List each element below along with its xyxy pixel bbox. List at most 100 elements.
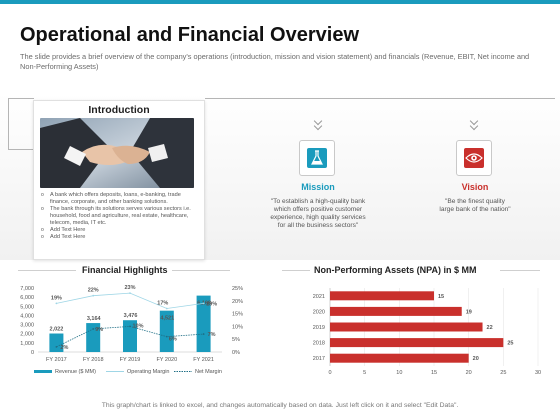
net-margin-label: 10%: [132, 323, 143, 329]
y-tick-label: 3,000: [20, 323, 34, 329]
npa-bar: [330, 322, 483, 332]
y-tick-label: 7,000: [20, 286, 34, 292]
revenue-label: 2,022: [50, 327, 64, 333]
y-tick-label: 2021: [313, 294, 325, 300]
y-tick-label: 0: [31, 350, 34, 356]
net-margin-label: 2%: [60, 345, 68, 351]
revenue-label: 4,521: [160, 316, 174, 322]
npa-bar: [330, 338, 504, 348]
npa-title-rule-left: [282, 270, 310, 271]
revenue-bar: [86, 323, 101, 352]
x-tick-label: FY 2017: [46, 357, 67, 363]
operating-margin-point: [202, 302, 205, 305]
x-tick-label: FY 2021: [193, 357, 214, 363]
x-tick-label: 30: [535, 370, 541, 376]
list-item: Add Text Here: [40, 227, 200, 234]
y-tick-label: 5,000: [20, 304, 34, 310]
y-tick-label: 1,000: [20, 341, 34, 347]
revenue-label: 3,476: [124, 313, 138, 319]
net-margin-point: [165, 335, 168, 338]
mission-icon-box: [299, 140, 335, 176]
y2-tick-label: 25%: [232, 286, 243, 292]
revenue-label: 3,164: [87, 316, 102, 322]
npa-chart: 0 5 10 15 20 25 30 2021 15 2020 19 2019 22 2018 25 2017…: [313, 288, 541, 376]
legend-net-margin-label: Net Margin: [195, 369, 222, 375]
y-tick-label: 2,000: [20, 332, 34, 338]
net-margin-label: 9%: [95, 327, 103, 333]
page-subtitle: The slide provides a brief overview of t…: [20, 52, 530, 71]
x-tick-label: FY 2020: [156, 357, 177, 363]
financial-highlights-chart: 0 1,000 2,000 3,000 4,000 5,000 6,000 7,000 0% 5%…: [20, 285, 243, 375]
net-margin-point: [129, 325, 131, 328]
revenue-bar: [49, 333, 64, 352]
x-tick-label: 25: [500, 370, 506, 376]
net-margin-label: 7%: [208, 332, 216, 338]
operating-margin-label: 22%: [88, 288, 99, 294]
y2-tick-label: 10%: [232, 324, 243, 330]
y-tick-label: 2017: [313, 356, 325, 362]
mission-title: Mission: [301, 182, 335, 192]
npa-bar: [330, 353, 469, 363]
operating-margin-point: [55, 302, 58, 305]
npa-title: Non-Performing Assets (NPA) in $ MM: [314, 265, 477, 275]
npa-value-label: 25: [507, 341, 513, 347]
npa-bar: [330, 291, 434, 301]
x-tick-label: 5: [363, 370, 366, 376]
legend-operating-margin-label: Operating Margin: [127, 369, 170, 375]
list-item: Add Text Here: [40, 234, 200, 241]
introduction-bullets: A bank which offers deposits, loans, e-b…: [40, 192, 200, 241]
y2-tick-label: 0%: [232, 350, 240, 356]
net-margin-label: 6%: [169, 337, 177, 343]
operating-margin-point: [165, 307, 168, 310]
x-tick-label: 20: [466, 370, 472, 376]
x-tick-label: 10: [396, 370, 402, 376]
revenue-bar: [123, 320, 137, 352]
x-tick-label: FY 2019: [120, 357, 141, 363]
npa-value-label: 20: [473, 356, 479, 362]
legend-revenue-label: Revenue ($ MM): [55, 369, 96, 375]
y2-tick-label: 15%: [232, 312, 243, 318]
revenue-bar: [196, 295, 211, 352]
y-tick-label: 2019: [313, 325, 325, 331]
legend-revenue-swatch: [34, 370, 52, 373]
flask-icon: [307, 148, 327, 168]
financial-highlights-title: Financial Highlights: [82, 265, 168, 275]
operating-margin-label: 23%: [124, 285, 135, 291]
fin-title-rule-left: [18, 270, 76, 271]
operating-margin-label: 17%: [157, 300, 168, 306]
operating-margin-point: [92, 294, 95, 297]
introduction-title: Introduction: [88, 104, 150, 116]
x-tick-label: FY 2018: [83, 357, 104, 363]
y-tick-label: 4,000: [20, 313, 34, 319]
vision-icon-box: [456, 140, 492, 176]
net-margin-point: [202, 333, 205, 335]
footer-note: This graph/chart is linked to excel, and…: [101, 402, 459, 409]
y2-tick-label: 20%: [232, 299, 243, 305]
page-title: Operational and Financial Overview: [20, 24, 359, 46]
revenue-bar: [159, 310, 174, 352]
mission-text: "To establish a high-quality bank which …: [270, 198, 366, 229]
net-margin-point: [92, 328, 95, 330]
y-tick-label: 2018: [313, 341, 325, 347]
list-item: A bank which offers deposits, loans, e-b…: [40, 192, 200, 206]
y-tick-label: 6,000: [20, 295, 34, 301]
x-tick-label: 0: [328, 370, 331, 376]
npa-value-label: 19: [466, 309, 472, 315]
operating-margin-label: 19%: [206, 301, 217, 307]
operating-margin-label: 19%: [51, 295, 62, 301]
top-connector: [205, 98, 555, 99]
npa-title-rule-right: [500, 270, 540, 271]
npa-value-label: 15: [438, 294, 444, 300]
operating-margin-line: [56, 292, 204, 309]
list-item: The bank through its solutions serves va…: [40, 206, 200, 227]
net-margin-point: [55, 345, 58, 348]
npa-value-label: 22: [487, 325, 493, 331]
top-accent-bar: [0, 0, 560, 4]
left-connector: [8, 98, 34, 150]
eye-icon: [464, 148, 484, 168]
vision-text: "Be the finest quality large bank of the…: [439, 198, 511, 213]
npa-bar: [330, 306, 462, 316]
x-tick-label: 15: [431, 370, 437, 376]
handshake-photo: [40, 118, 194, 188]
y-tick-label: 2020: [313, 309, 325, 315]
